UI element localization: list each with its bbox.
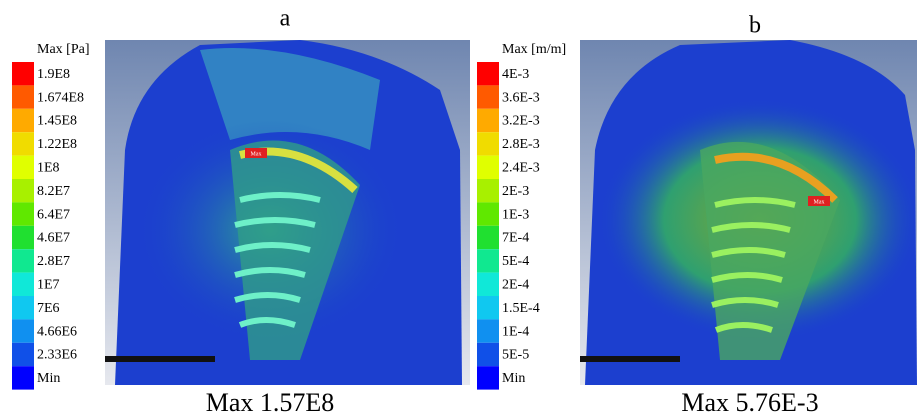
legend-swatch bbox=[477, 62, 499, 86]
legend-label: Min bbox=[502, 371, 525, 386]
legend-swatch bbox=[477, 85, 499, 109]
legend-swatch bbox=[12, 179, 34, 203]
legend-label: 7E6 bbox=[37, 301, 60, 316]
legend-label: 2E-3 bbox=[502, 184, 529, 199]
legend-swatch bbox=[12, 249, 34, 273]
legend-label: 6.4E7 bbox=[37, 207, 70, 222]
legend-label: 1E7 bbox=[37, 278, 60, 293]
max-marker: Max bbox=[251, 151, 262, 157]
legend-swatch bbox=[477, 319, 499, 343]
legend-label: 2E-4 bbox=[502, 278, 529, 293]
legend-label: 3.2E-3 bbox=[502, 114, 540, 129]
legend-swatch bbox=[477, 108, 499, 133]
legend-label: 4E-3 bbox=[502, 67, 529, 82]
legend-swatch bbox=[12, 272, 34, 296]
legend-swatch bbox=[477, 249, 499, 273]
legend-swatch bbox=[12, 132, 34, 156]
legend-label: 5E-5 bbox=[502, 348, 529, 363]
legend-label: 4.66E6 bbox=[37, 324, 77, 339]
legend-label: 7E-4 bbox=[502, 231, 529, 246]
legend-swatch bbox=[477, 225, 499, 250]
legend-label: 8.2E7 bbox=[37, 184, 70, 199]
legend-swatch bbox=[12, 225, 34, 250]
legend-swatch bbox=[12, 202, 34, 226]
legend-title: Max [m/m] bbox=[502, 42, 566, 57]
legend-swatch bbox=[477, 155, 499, 179]
legend-swatch bbox=[477, 296, 499, 320]
fea-image-a bbox=[105, 40, 470, 385]
legend-swatch bbox=[477, 202, 499, 226]
legend-label: 1E-3 bbox=[502, 207, 529, 222]
legend-label: 1.9E8 bbox=[37, 67, 70, 82]
legend-swatch bbox=[477, 342, 499, 367]
legend-label: 2.4E-3 bbox=[502, 161, 540, 176]
legend-label: 1.45E8 bbox=[37, 114, 77, 129]
legend-label: 1E-4 bbox=[502, 324, 529, 339]
legend-swatch bbox=[12, 155, 34, 179]
legend-swatch bbox=[12, 108, 34, 133]
legend-title: Max [Pa] bbox=[37, 42, 90, 57]
caption: Max 5.76E-3 bbox=[681, 388, 818, 417]
legend-label: 1.674E8 bbox=[37, 90, 84, 105]
legend-label: 1.22E8 bbox=[37, 137, 77, 152]
legend-label: 2.33E6 bbox=[37, 348, 77, 363]
legend-swatch bbox=[12, 319, 34, 343]
legend-label: 3.6E-3 bbox=[502, 90, 540, 105]
panel-label: a bbox=[280, 6, 291, 32]
legend-swatch bbox=[12, 366, 34, 390]
panel-label: b bbox=[749, 13, 761, 39]
fea-image-b bbox=[580, 40, 917, 385]
legend-label: Min bbox=[37, 371, 60, 386]
caption: Max 1.57E8 bbox=[206, 388, 335, 417]
legend-swatch bbox=[12, 342, 34, 367]
legend-swatch bbox=[477, 132, 499, 156]
legend-swatch bbox=[12, 85, 34, 109]
legend-label: 5E-4 bbox=[502, 254, 529, 269]
legend-label: 2.8E7 bbox=[37, 254, 70, 269]
legend-label: 1E8 bbox=[37, 161, 60, 176]
legend-swatch bbox=[477, 366, 499, 390]
max-marker: Max bbox=[814, 199, 825, 205]
legend-swatch bbox=[12, 62, 34, 86]
legend-label: 1.5E-4 bbox=[502, 301, 540, 316]
legend-swatch bbox=[477, 179, 499, 203]
legend-label: 4.6E7 bbox=[37, 231, 70, 246]
legend-label: 2.8E-3 bbox=[502, 137, 540, 152]
legend-swatch bbox=[12, 296, 34, 320]
legend-swatch bbox=[477, 272, 499, 296]
